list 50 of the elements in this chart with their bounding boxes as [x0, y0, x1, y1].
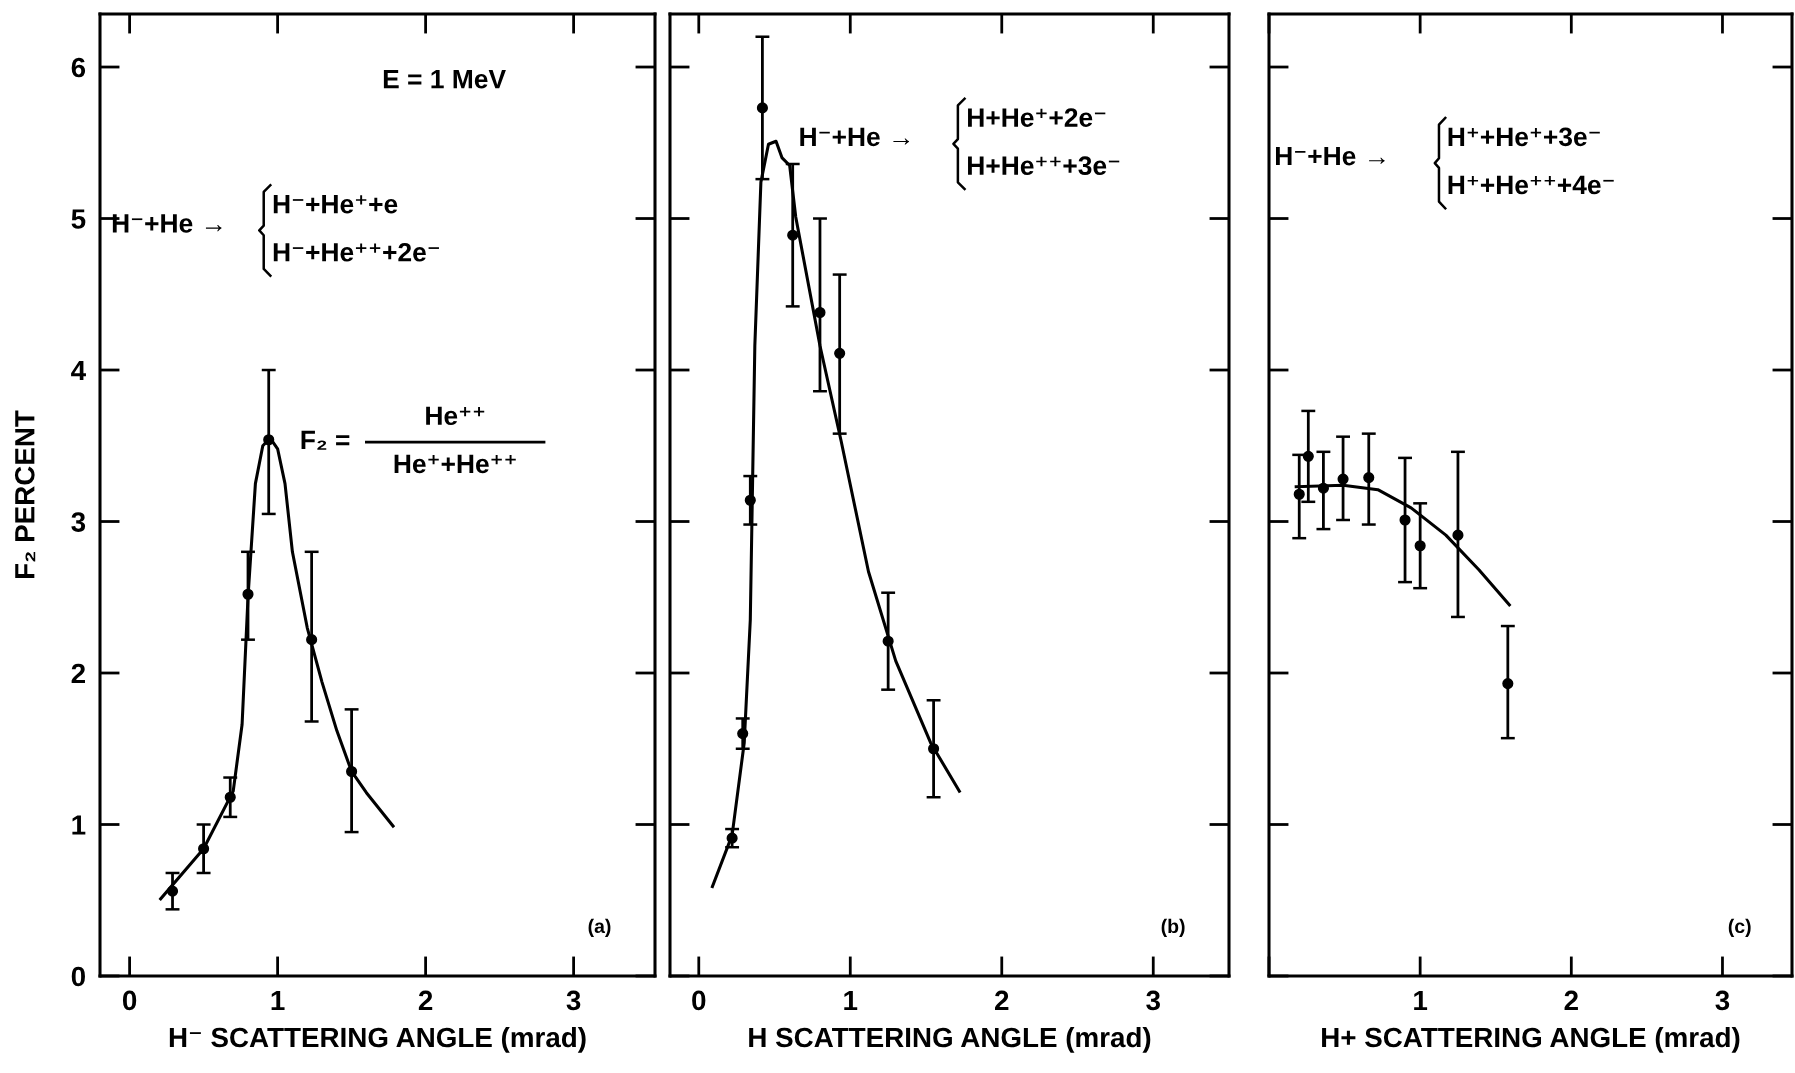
y-tick-label: 2: [71, 663, 85, 684]
y-tick-label: 5: [71, 209, 86, 229]
y-tick-label: 1: [72, 815, 86, 835]
annotation: H⁻+He⁺+e: [273, 195, 398, 214]
x-tick-label: 1: [1414, 990, 1428, 1011]
x-tick-label: 3: [1715, 990, 1730, 1011]
annotation: (a): [588, 918, 611, 937]
point: [787, 229, 799, 241]
point: [1399, 514, 1411, 526]
x-tick-label: 0: [692, 990, 706, 1011]
annotation: E = 1 MeV: [383, 70, 506, 89]
x-tick-label: 3: [566, 990, 581, 1011]
y-axis-title: F₂ PERCENT: [14, 410, 36, 579]
x-axis-title: H+ SCATTERING ANGLE (mrad): [1322, 1026, 1740, 1053]
point: [1502, 678, 1514, 690]
point: [756, 102, 768, 114]
point: [1302, 450, 1314, 462]
annotation: (c): [1728, 918, 1751, 937]
y-tick-label: 0: [71, 966, 85, 987]
annotation: He⁺+He⁺⁺: [394, 454, 516, 474]
annotation: H⁻+He →: [800, 127, 910, 147]
point: [1363, 472, 1375, 484]
annotation: H+He⁺⁺+3e⁻: [968, 156, 1120, 176]
annotation: H⁺+He⁺+3e⁻: [1448, 127, 1600, 147]
point: [1337, 473, 1349, 485]
point: [1414, 540, 1426, 552]
annotation: He⁺⁺: [426, 406, 485, 426]
x-tick-label: 2: [1564, 990, 1578, 1011]
annotation: (b): [1161, 918, 1185, 937]
annotation: F₂ =: [301, 430, 350, 450]
y-tick-label: 6: [71, 57, 86, 78]
x-tick-label: 1: [844, 990, 858, 1011]
x-tick-label: 1: [271, 990, 285, 1011]
x-tick-label: 2: [418, 990, 433, 1011]
x-axis-title: H⁻ SCATTERING ANGLE (mrad): [169, 1026, 586, 1053]
annotation: H+He⁺+2e⁻: [968, 108, 1106, 127]
x-tick-label: 3: [1146, 990, 1160, 1011]
annotation: H⁻+He →: [1275, 146, 1385, 166]
point: [1452, 529, 1464, 541]
x-tick-label: 2: [995, 990, 1009, 1011]
annotation: H⁻+He⁺⁺+2e⁻: [273, 242, 439, 262]
point: [814, 306, 826, 319]
y-tick-label: 4: [71, 360, 86, 381]
point: [834, 347, 846, 359]
x-axis-title: H SCATTERING ANGLE (mrad): [749, 1026, 1151, 1053]
x-tick-label: 0: [122, 990, 137, 1011]
annotation: H⁺+He⁺⁺+4e⁻: [1448, 175, 1614, 195]
annotation: H⁻+He →: [112, 214, 222, 233]
point: [1293, 488, 1305, 500]
y-tick-label: 3: [71, 512, 86, 532]
